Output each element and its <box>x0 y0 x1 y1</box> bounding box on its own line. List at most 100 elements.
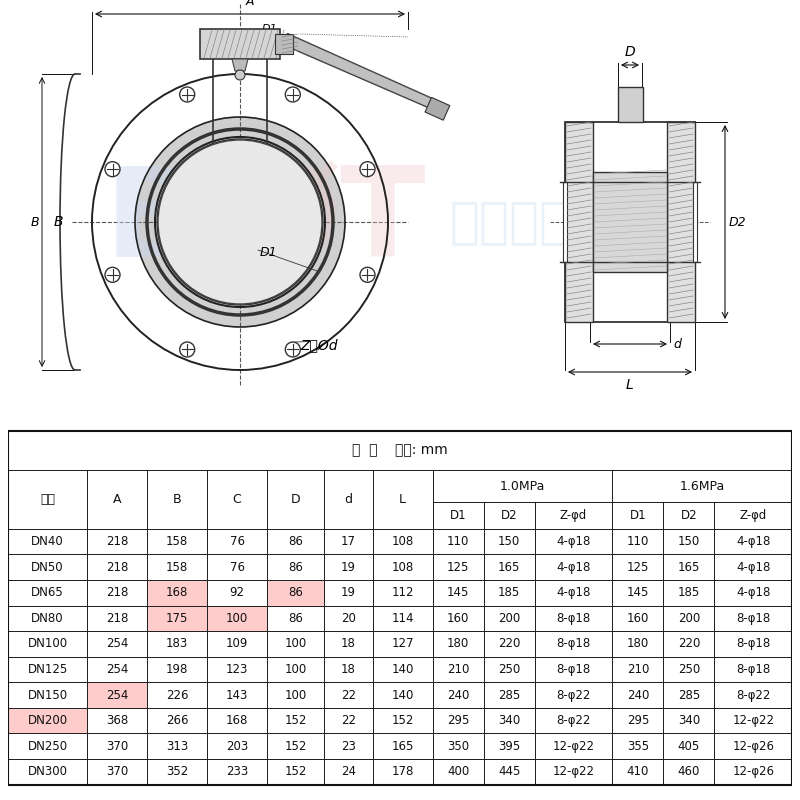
Bar <box>534 708 612 734</box>
Bar <box>207 606 267 631</box>
Circle shape <box>135 117 345 327</box>
Circle shape <box>360 162 375 177</box>
Text: C: C <box>233 493 242 506</box>
Bar <box>267 606 324 631</box>
Text: 460: 460 <box>678 766 700 778</box>
Bar <box>612 502 663 529</box>
Bar <box>534 759 612 785</box>
Bar <box>87 708 147 734</box>
Text: 19: 19 <box>341 586 356 599</box>
Text: 8-φ18: 8-φ18 <box>557 638 590 650</box>
Bar <box>267 631 324 657</box>
Bar <box>373 631 433 657</box>
Text: 158: 158 <box>166 561 188 574</box>
Text: DN200: DN200 <box>27 714 68 727</box>
Text: 4-φ18: 4-φ18 <box>556 561 590 574</box>
Text: 295: 295 <box>626 714 649 727</box>
Text: 350: 350 <box>447 740 470 753</box>
Bar <box>714 606 792 631</box>
Bar <box>267 759 324 785</box>
Bar <box>8 580 87 606</box>
Bar <box>87 682 147 708</box>
Text: 12-φ26: 12-φ26 <box>732 740 774 753</box>
Text: B: B <box>173 493 182 506</box>
Text: 240: 240 <box>447 689 470 702</box>
Text: Z-φd: Z-φd <box>740 509 767 522</box>
Text: 22: 22 <box>341 714 356 727</box>
Bar <box>8 657 87 682</box>
Text: 152: 152 <box>285 740 307 753</box>
Bar <box>8 470 87 529</box>
Text: BR: BR <box>104 162 296 282</box>
Bar <box>534 580 612 606</box>
Bar <box>663 657 714 682</box>
Text: DN250: DN250 <box>27 740 68 753</box>
Bar <box>87 734 147 759</box>
Text: 355: 355 <box>626 740 649 753</box>
Text: 445: 445 <box>498 766 521 778</box>
Text: 8-φ22: 8-φ22 <box>556 714 590 727</box>
Bar <box>147 580 207 606</box>
Bar <box>200 29 280 59</box>
Bar <box>267 529 324 554</box>
Text: 8-φ18: 8-φ18 <box>736 638 770 650</box>
Text: 220: 220 <box>678 638 700 650</box>
Text: 19: 19 <box>341 561 356 574</box>
Bar <box>8 734 87 759</box>
Bar <box>534 734 612 759</box>
Bar <box>207 470 267 529</box>
Bar <box>373 682 433 708</box>
Text: 158: 158 <box>166 535 188 548</box>
Text: 152: 152 <box>391 714 414 727</box>
Text: 86: 86 <box>288 612 303 625</box>
Text: 185: 185 <box>498 586 520 599</box>
Bar <box>8 631 87 657</box>
Bar <box>324 682 373 708</box>
Bar <box>425 98 450 120</box>
Bar <box>87 606 147 631</box>
Bar <box>147 606 207 631</box>
Text: DN65: DN65 <box>31 586 64 599</box>
Bar <box>612 657 663 682</box>
Text: 108: 108 <box>391 535 414 548</box>
Bar <box>433 759 484 785</box>
Text: 86: 86 <box>288 586 303 599</box>
Text: 165: 165 <box>391 740 414 753</box>
Bar <box>565 122 695 322</box>
Text: 12-φ26: 12-φ26 <box>732 766 774 778</box>
Polygon shape <box>232 59 248 71</box>
Bar <box>373 580 433 606</box>
Text: D2: D2 <box>729 215 746 229</box>
Bar <box>612 529 663 554</box>
Bar <box>612 708 663 734</box>
Text: DN50: DN50 <box>31 561 64 574</box>
Text: 123: 123 <box>226 663 248 676</box>
Text: DN100: DN100 <box>27 638 68 650</box>
Text: DN300: DN300 <box>28 766 68 778</box>
Bar <box>714 554 792 580</box>
Text: 127: 127 <box>391 638 414 650</box>
Bar <box>324 606 373 631</box>
Text: 8-φ18: 8-φ18 <box>557 612 590 625</box>
Text: 尺  寸    单位: mm: 尺 寸 单位: mm <box>352 444 448 458</box>
Text: D2: D2 <box>501 509 518 522</box>
Text: 233: 233 <box>226 766 248 778</box>
Bar <box>324 708 373 734</box>
Text: DN125: DN125 <box>27 663 68 676</box>
Bar <box>147 606 207 631</box>
Text: 140: 140 <box>391 689 414 702</box>
Bar <box>147 708 207 734</box>
Text: 140: 140 <box>391 663 414 676</box>
Bar <box>663 708 714 734</box>
Text: 210: 210 <box>447 663 470 676</box>
Bar <box>147 470 207 529</box>
Text: 160: 160 <box>447 612 470 625</box>
Text: 8-φ18: 8-φ18 <box>736 663 770 676</box>
Bar <box>147 580 207 606</box>
Bar <box>8 554 87 580</box>
Text: 168: 168 <box>226 714 248 727</box>
Text: D: D <box>625 45 635 59</box>
Bar <box>207 606 267 631</box>
Circle shape <box>105 162 120 177</box>
Text: 12-φ22: 12-φ22 <box>732 714 774 727</box>
